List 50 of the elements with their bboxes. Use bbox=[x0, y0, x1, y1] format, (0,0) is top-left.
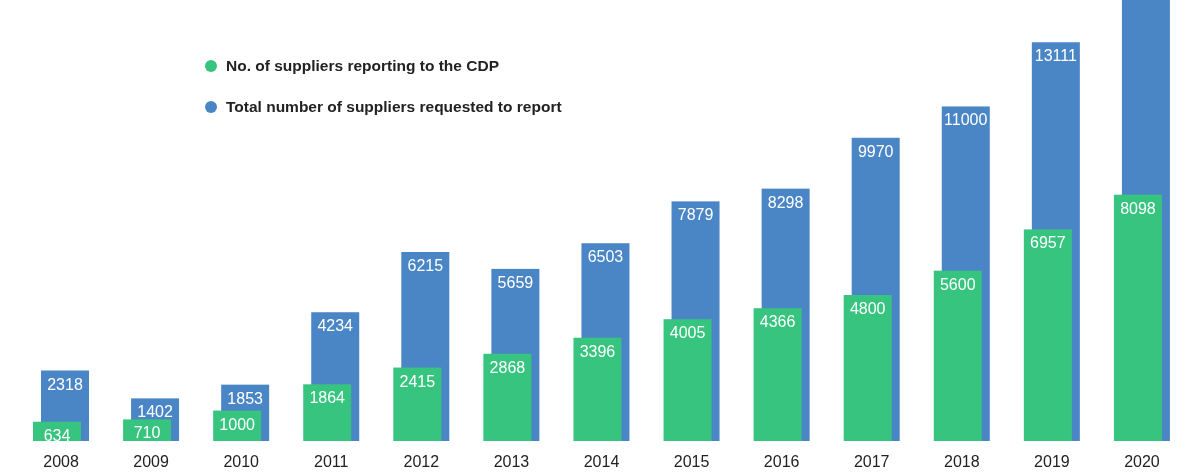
data-label: 4234 bbox=[317, 317, 354, 335]
bar bbox=[753, 308, 802, 441]
data-label: 2415 bbox=[399, 372, 436, 390]
data-label: 634 bbox=[43, 426, 71, 444]
legend-label: No. of suppliers reporting to the CDP bbox=[226, 57, 499, 75]
data-label: 4366 bbox=[759, 313, 796, 331]
data-label: 3396 bbox=[579, 342, 616, 360]
x-tick-label: 2011 bbox=[314, 453, 349, 470]
data-label: 8098 bbox=[1120, 199, 1156, 217]
x-tick-label: 2020 bbox=[1124, 453, 1160, 470]
x-tick-label: 2008 bbox=[43, 453, 79, 470]
x-tick-label: 2009 bbox=[133, 453, 170, 470]
legend-label: Total number of suppliers requested to report bbox=[226, 98, 562, 116]
data-label: 5659 bbox=[497, 273, 534, 291]
x-tick-label: 2012 bbox=[403, 453, 440, 470]
data-label: 1402 bbox=[137, 403, 173, 421]
data-label: 4005 bbox=[669, 324, 706, 342]
data-label: 4800 bbox=[849, 300, 886, 318]
bar bbox=[1113, 194, 1162, 441]
x-tick-label: 2019 bbox=[1034, 453, 1070, 470]
data-label: 2868 bbox=[489, 358, 526, 376]
data-label: 7879 bbox=[677, 206, 714, 224]
x-tick-label: 2014 bbox=[583, 453, 620, 470]
x-tick-label: 2010 bbox=[223, 453, 260, 470]
bar bbox=[1023, 229, 1072, 441]
x-tick-label: 2015 bbox=[673, 453, 710, 470]
x-tick-label: 2018 bbox=[944, 453, 980, 470]
data-label: 6503 bbox=[587, 248, 624, 266]
x-tick-label: 2017 bbox=[853, 453, 890, 470]
bar bbox=[573, 337, 622, 441]
data-label: 1000 bbox=[219, 415, 256, 433]
x-tick-label: 2013 bbox=[493, 453, 530, 470]
data-label: 6215 bbox=[407, 256, 444, 274]
bar bbox=[483, 353, 532, 441]
data-label: 2318 bbox=[47, 375, 83, 393]
data-label: 11000 bbox=[944, 111, 988, 129]
data-label: 710 bbox=[133, 424, 161, 442]
data-label: 6957 bbox=[1030, 234, 1066, 252]
data-label: 9970 bbox=[857, 142, 894, 160]
x-tick-label: 2016 bbox=[763, 453, 800, 470]
data-label: 8298 bbox=[767, 193, 804, 211]
bar bbox=[393, 367, 442, 441]
data-label: 13111 bbox=[1034, 47, 1077, 65]
data-label: 1864 bbox=[309, 389, 346, 407]
data-label: 5600 bbox=[939, 275, 976, 293]
bar bbox=[303, 384, 352, 441]
bar bbox=[663, 319, 712, 441]
bar bbox=[843, 295, 892, 441]
data-label: 1853 bbox=[227, 389, 264, 407]
bar bbox=[933, 270, 982, 441]
